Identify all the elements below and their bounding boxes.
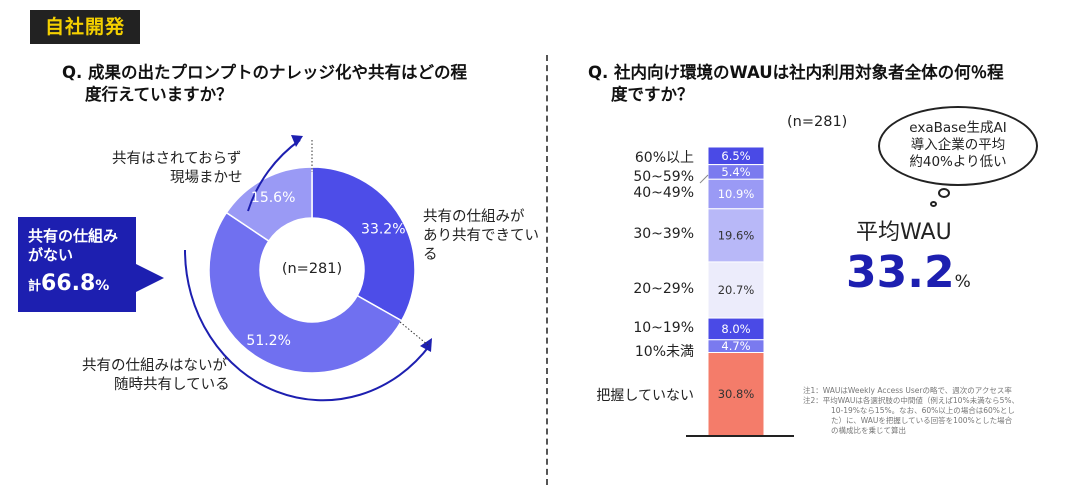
right-question-line2: 度ですか？ xyxy=(611,85,694,104)
left-question-line1: Q. 成果の出たプロンプトのナレッジ化や共有はどの程 xyxy=(62,63,468,82)
top-arc-arrowhead xyxy=(291,135,303,147)
donut-slice xyxy=(208,211,403,374)
label-adhoc-sharing-line1: 共有の仕組みはないが xyxy=(82,358,227,374)
bar-segment xyxy=(707,178,765,210)
note-2: 注2：平均WAUは各選択肢の中間値（例えば10%未満なら5%、 xyxy=(803,396,1019,405)
bottom-arc-arrowhead xyxy=(420,338,432,352)
bar-n-label: (n=281) xyxy=(787,114,848,130)
donut-slice xyxy=(311,166,416,322)
bar-category-label: 10~19% xyxy=(633,319,694,336)
callout-value: 66.8 xyxy=(41,271,96,296)
bubble-dot-1 xyxy=(938,188,950,198)
donut-labels: 33.2% 51.2% 15.6% xyxy=(246,190,405,349)
right-question-line1: Q. 社内向け環境のWAUは社内利用対象者全体の何％程 xyxy=(588,63,1004,82)
bar-segment-label: 4.7% xyxy=(721,339,750,353)
bar-segment-label: 10.9% xyxy=(718,187,755,201)
footnotes: 注1：WAUはWeekly Access Userの略で、週次のアクセス率 注2… xyxy=(803,386,1063,436)
bar-category-label: 10%未満 xyxy=(634,344,694,361)
top-arc xyxy=(247,139,301,212)
label-no-sharing-line2: 現場まかせ xyxy=(170,170,243,186)
bottom-leader xyxy=(399,321,429,346)
note-5: の構成比を乗じて算出 xyxy=(831,426,906,435)
avg-wau: 33.2% xyxy=(846,247,971,298)
donut-slice-label: 15.6% xyxy=(251,190,295,206)
donut-slice xyxy=(225,166,313,243)
bar-category-label: 把握していない xyxy=(596,388,694,405)
bar-segment-label: 8.0% xyxy=(721,322,750,336)
bar-segment xyxy=(707,351,765,437)
donut-slice-label: 33.2% xyxy=(361,221,405,237)
callout-title-line2: がない xyxy=(28,246,74,264)
bar-segment-label: 19.6% xyxy=(718,228,755,242)
bar-segment xyxy=(707,208,765,263)
callout-prefix: 計 xyxy=(28,279,42,294)
right-question-title: Q. 社内向け環境のWAUは社内利用対象者全体の何％程 度ですか？ xyxy=(588,62,1058,106)
callout-tail xyxy=(136,264,164,292)
callout-title-line1: 共有の仕組み xyxy=(28,227,119,245)
bar-segment xyxy=(707,261,765,319)
bar-segment-label: 30.8% xyxy=(718,387,755,401)
label-has-system-line2: あり共有できてい xyxy=(423,228,539,244)
donut-center-label: (n=281) xyxy=(281,261,343,277)
note-4: た）に、WAUを把握している回答を100%とした場合 xyxy=(831,416,1013,425)
bar-segment-label: 20.7% xyxy=(718,283,755,297)
no-system-callout: 共有の仕組み がない 計66.8% xyxy=(18,217,136,312)
avg-wau-unit: % xyxy=(954,272,971,292)
bar-segment-label: 5.4% xyxy=(721,165,750,179)
bar-category-label: 20~29% xyxy=(633,281,694,297)
bar-segment-label: 6.5% xyxy=(721,149,750,163)
donut-slice-label: 51.2% xyxy=(246,333,290,349)
donut-chart: 33.2% 51.2% 15.6% xyxy=(183,135,432,402)
bar-segments: 6.5% 5.4% 10.9% 19.6% 20.7% 8.0% 4.7% 30.8% xyxy=(707,146,765,437)
thought-bubble: exaBase生成AI 導入企業の平均 約40%より低い xyxy=(878,106,1038,186)
callout-total: 計66.8% xyxy=(28,271,126,296)
section-divider xyxy=(546,55,548,485)
bar-category-label: 30~39% xyxy=(633,226,694,243)
label-adhoc-sharing: 共有の仕組みはないが 随時共有している xyxy=(82,357,230,395)
stacked-bar-chart: 6.5% 5.4% 10.9% 19.6% 20.7% 8.0% 4.7% 30.8% xyxy=(686,146,794,437)
note-3: 10-19%なら15%。なお、60%以上の場合は60%とし xyxy=(831,406,1015,415)
bubble-line2: 導入企業の平均 xyxy=(910,137,1006,153)
bottom-arc xyxy=(183,249,431,402)
label-no-sharing: 共有はされておらず 現場まかせ xyxy=(112,150,243,188)
bar-category-label: 60%以上 xyxy=(634,149,694,166)
bubble-dot-2 xyxy=(930,201,937,207)
bubble-line1: exaBase生成AI xyxy=(909,120,1007,136)
label-has-system-line1: 共有の仕組みが xyxy=(423,209,525,225)
label-adhoc-sharing-line2: 随時共有している xyxy=(114,377,230,393)
left-question-line2: 度行えていますか？ xyxy=(85,85,233,104)
bar-category-label: 50~59% xyxy=(633,168,694,185)
company-tag: 自社開発 xyxy=(30,10,140,44)
donut-segments xyxy=(208,166,416,374)
label-no-sharing-line1: 共有はされておらず xyxy=(112,151,242,167)
bubble-line3: 約40%より低い xyxy=(909,154,1007,170)
avg-wau-title: 平均WAU xyxy=(856,220,952,245)
left-question-title: Q. 成果の出たプロンプトのナレッジ化や共有はどの程 度行えていますか？ xyxy=(62,62,522,106)
small-label-leader xyxy=(699,174,709,184)
label-has-system-line3: る xyxy=(423,247,438,263)
callout-unit: % xyxy=(95,278,110,294)
avg-wau-value: 33.2 xyxy=(846,247,955,298)
note-1: 注1：WAUはWeekly Access Userの略で、週次のアクセス率 xyxy=(803,386,1012,395)
bar-category-label: 40~49% xyxy=(633,185,694,202)
label-has-system: 共有の仕組みが あり共有できてい る xyxy=(423,208,539,265)
